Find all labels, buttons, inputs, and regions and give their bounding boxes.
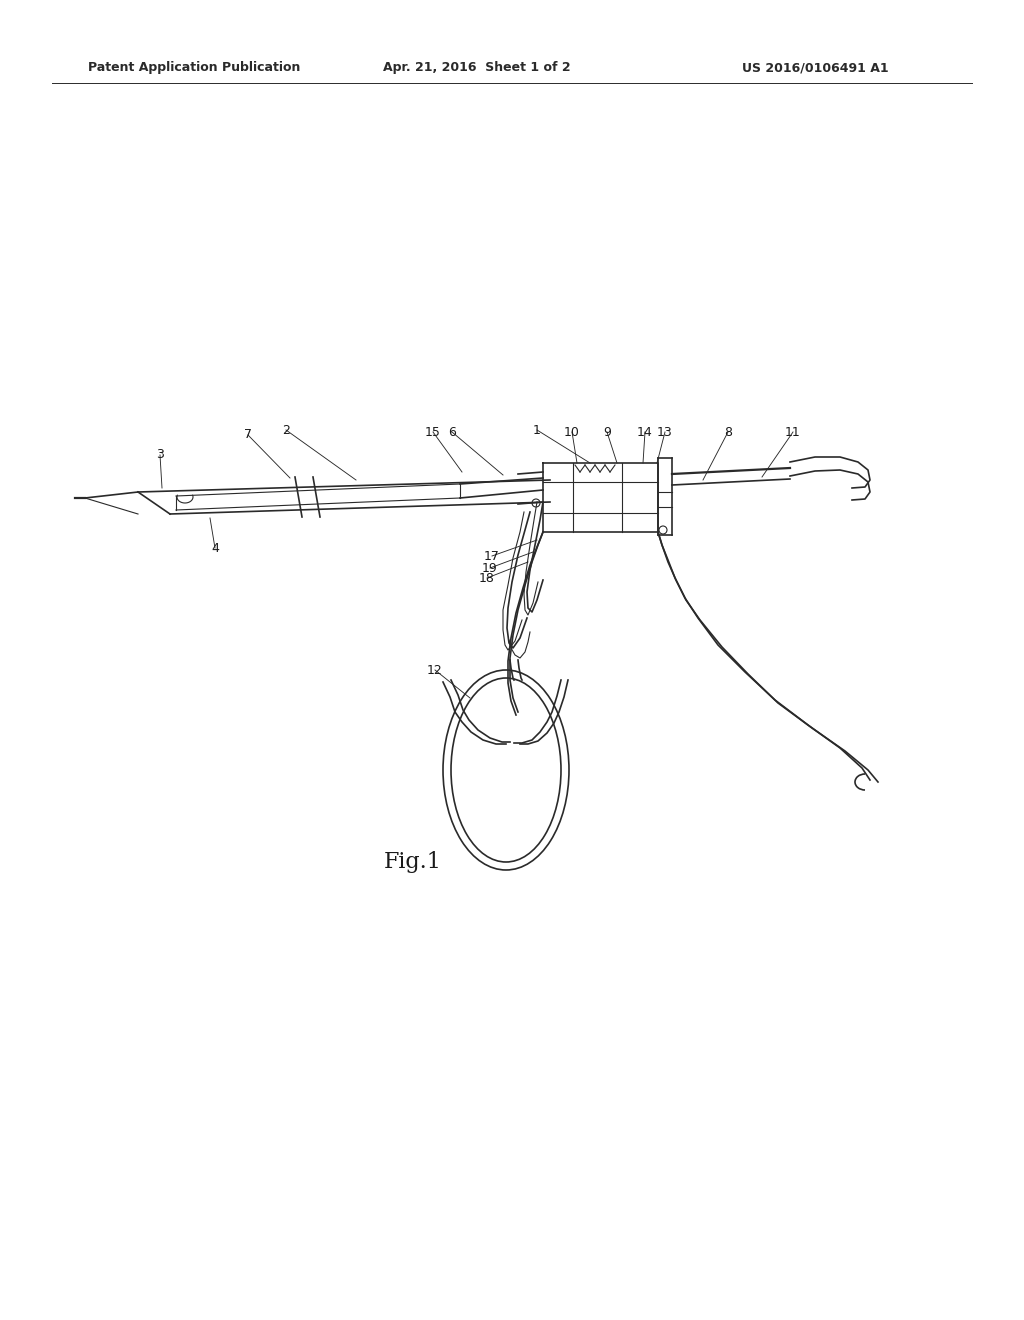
- Text: Patent Application Publication: Patent Application Publication: [88, 62, 300, 74]
- Text: 10: 10: [564, 425, 580, 438]
- Text: 19: 19: [482, 561, 498, 574]
- Text: 9: 9: [603, 425, 611, 438]
- Text: 13: 13: [657, 425, 673, 438]
- Text: Fig.1: Fig.1: [384, 851, 442, 873]
- Text: 8: 8: [724, 425, 732, 438]
- Text: 4: 4: [211, 541, 219, 554]
- Text: 17: 17: [484, 549, 500, 562]
- Text: 7: 7: [244, 429, 252, 441]
- Text: 15: 15: [425, 425, 441, 438]
- Text: 11: 11: [785, 425, 801, 438]
- Text: 6: 6: [449, 425, 456, 438]
- Text: Apr. 21, 2016  Sheet 1 of 2: Apr. 21, 2016 Sheet 1 of 2: [383, 62, 570, 74]
- Text: 12: 12: [427, 664, 442, 676]
- Text: 18: 18: [479, 572, 495, 585]
- Text: 2: 2: [282, 424, 290, 437]
- Text: 1: 1: [534, 424, 541, 437]
- Text: 3: 3: [156, 449, 164, 462]
- Text: 14: 14: [637, 425, 653, 438]
- Text: US 2016/0106491 A1: US 2016/0106491 A1: [742, 62, 889, 74]
